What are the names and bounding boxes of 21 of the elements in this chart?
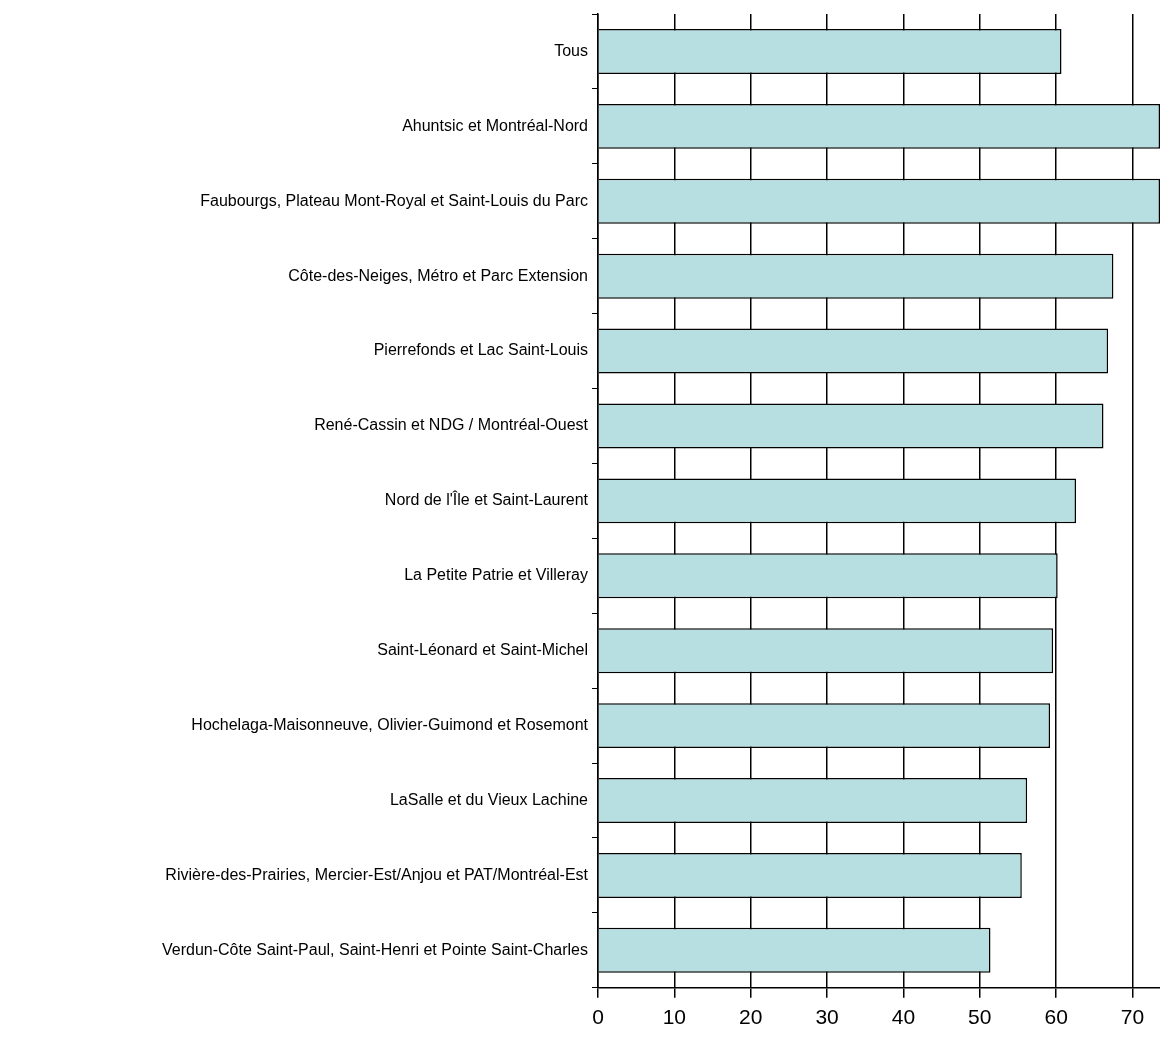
x-tick-label: 50 — [968, 1005, 992, 1029]
y-tick-label: Pierrefonds et Lac Saint-Louis — [373, 341, 588, 359]
y-tick-label: Ahuntsic et Montréal-Nord — [402, 116, 588, 134]
x-tick-label: 10 — [662, 1005, 687, 1029]
y-tick-label: LaSalle et du Vieux Lachine — [389, 790, 589, 808]
y-tick-label: Faubourgs, Plateau Mont-Royal et Saint-Louis du Parc — [200, 191, 588, 209]
x-tick-label: 70 — [1120, 1005, 1145, 1029]
y-tick-label: René-Cassin et NDG / Montréal-Ouest — [314, 416, 589, 434]
y-tick-label: Hochelaga-Maisonneuve, Olivier-Guimond et Rosemont — [191, 716, 589, 734]
x-tick-label: 40 — [891, 1005, 916, 1029]
y-tick-label: Nord de l'Île et Saint-Laurent — [384, 490, 589, 509]
y-tick-label: Côte-des-Neiges, Métro et Parc Extension — [288, 266, 588, 284]
x-tick-label: 20 — [739, 1005, 763, 1029]
x-tick-label: 60 — [1044, 1005, 1068, 1029]
x-tick-label: 30 — [815, 1005, 839, 1029]
y-tick-label: La Petite Patrie et Villeray — [404, 566, 588, 584]
y-tick-label: Saint-Léonard et Saint-Michel — [377, 641, 588, 659]
y-tick-label: Verdun-Côte Saint-Paul, Saint-Henri et Pointe Saint-Charles — [162, 940, 588, 958]
y-tick-label: Rivière-des-Prairies, Mercier-Est/Anjou et PAT/Montréal-Est — [165, 865, 589, 883]
y-tick-label: Tous — [554, 41, 588, 59]
x-tick-label: 0 — [592, 1005, 604, 1029]
